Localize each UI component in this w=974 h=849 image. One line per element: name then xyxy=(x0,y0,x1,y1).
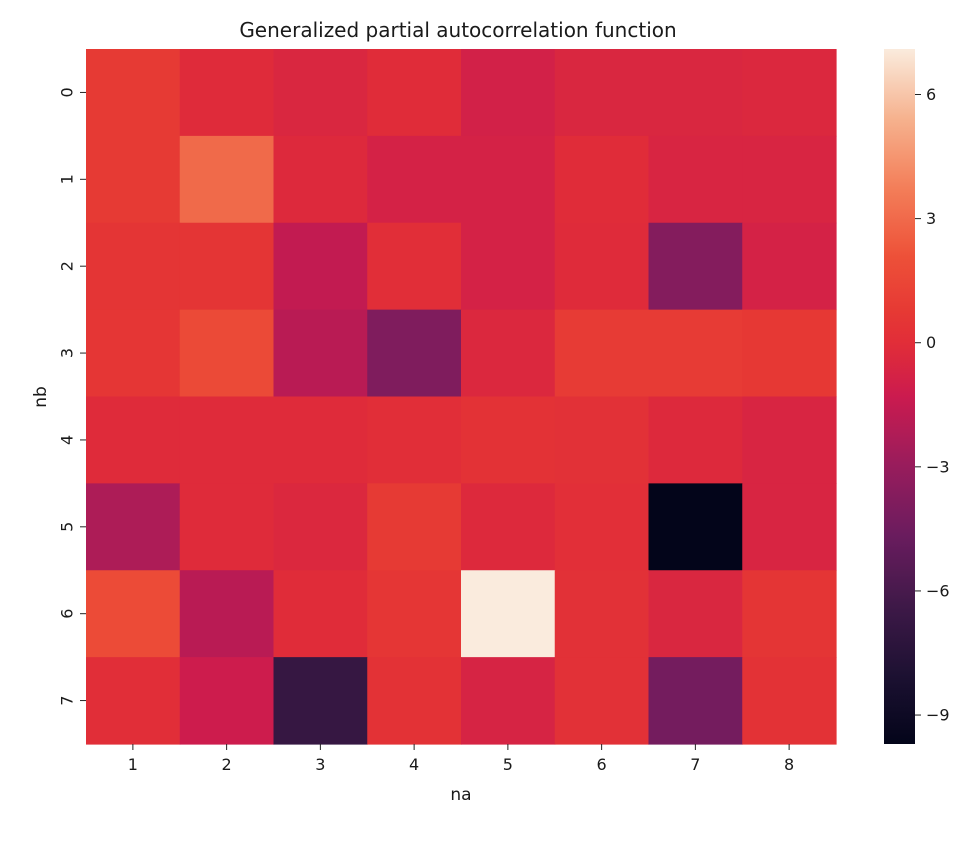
x-tick-label: 4 xyxy=(409,755,419,774)
heatmap-cell xyxy=(648,657,743,745)
colorbar-tick-label: 6 xyxy=(926,85,936,104)
heatmap-cell xyxy=(86,657,181,745)
heatmap-cell xyxy=(273,483,368,571)
heatmap-cell xyxy=(273,396,368,484)
colorbar-tick-label: −6 xyxy=(926,581,950,600)
heatmap-cell xyxy=(273,657,368,745)
heatmap-cell xyxy=(367,483,462,571)
y-axis-ticks: 0 1 2 3 4 5 6 7 xyxy=(58,87,86,706)
y-tick-label: 5 xyxy=(58,522,77,532)
x-tick-label: 8 xyxy=(784,755,794,774)
colorbar xyxy=(884,49,915,744)
heatmap-cell xyxy=(648,483,743,571)
heatmap-cell xyxy=(648,49,743,137)
y-tick-label: 6 xyxy=(58,609,77,619)
heatmap-cell xyxy=(554,570,650,658)
heatmap-cell xyxy=(367,657,462,745)
heatmap-cell xyxy=(179,483,275,571)
y-tick-label: 2 xyxy=(58,261,77,271)
heatmap-cell xyxy=(179,570,275,658)
colorbar-tick-label: −9 xyxy=(926,706,950,725)
heatmap-cell xyxy=(742,309,837,398)
y-tick-label: 1 xyxy=(58,174,77,184)
x-tick-label: 2 xyxy=(222,755,232,774)
heatmap-cell xyxy=(273,135,368,224)
heatmap-cell xyxy=(461,49,556,137)
y-tick-label: 3 xyxy=(58,348,77,358)
heatmap-cell xyxy=(179,222,275,311)
x-tick-label: 7 xyxy=(690,755,700,774)
heatmap-cell xyxy=(742,396,837,484)
heatmap-cell xyxy=(273,570,368,658)
heatmap-cell xyxy=(461,309,556,398)
heatmap-cell xyxy=(367,396,462,484)
colorbar-tick-label: 3 xyxy=(926,209,936,228)
x-tick-label: 3 xyxy=(315,755,325,774)
heatmap-cell xyxy=(367,570,462,658)
heatmap-cell xyxy=(86,396,181,484)
heatmap-cell xyxy=(648,396,743,484)
colorbar-ticks: 6 3 0 −3 −6 −9 xyxy=(915,85,950,725)
y-tick-label: 0 xyxy=(58,87,77,97)
heatmap-cell xyxy=(367,135,462,224)
heatmap-cell xyxy=(461,396,556,484)
x-tick-label: 1 xyxy=(128,755,138,774)
heatmap-cell xyxy=(86,309,181,398)
x-tick-label: 6 xyxy=(597,755,607,774)
x-axis-label: na xyxy=(450,785,471,805)
heatmap-cell xyxy=(461,483,556,571)
heatmap-cell xyxy=(461,570,556,658)
heatmap-cell xyxy=(742,222,837,311)
heatmap-cell xyxy=(179,396,275,484)
heatmap-cell xyxy=(367,49,462,137)
heatmap-cell xyxy=(461,657,556,745)
chart-title: Generalized partial autocorrelation func… xyxy=(239,18,676,42)
heatmap-cell xyxy=(648,309,743,398)
heatmap-cell xyxy=(179,49,275,137)
heatmap-cell xyxy=(179,657,275,745)
heatmap-cell xyxy=(179,309,275,398)
heatmap-cell xyxy=(86,570,181,658)
y-axis-label: nb xyxy=(31,386,51,408)
heatmap-cell xyxy=(554,396,650,484)
heatmap-cell xyxy=(742,49,837,137)
heatmap-cell xyxy=(86,222,181,311)
heatmap-cell xyxy=(461,222,556,311)
heatmap-cells xyxy=(86,49,837,745)
heatmap-cell xyxy=(554,222,650,311)
colorbar-tick-label: 0 xyxy=(926,333,936,352)
colorbar-tick-label: −3 xyxy=(926,457,950,476)
heatmap-cell xyxy=(554,309,650,398)
heatmap-cell xyxy=(742,483,837,571)
heatmap-cell xyxy=(273,309,368,398)
heatmap-cell xyxy=(273,49,368,137)
heatmap-cell xyxy=(86,135,181,224)
heatmap-cell xyxy=(86,483,181,571)
heatmap-cell xyxy=(648,135,743,224)
heatmap-cell xyxy=(367,222,462,311)
heatmap-cell xyxy=(461,135,556,224)
heatmap-cell xyxy=(367,309,462,398)
y-tick-label: 4 xyxy=(58,435,77,445)
heatmap-cell xyxy=(554,49,650,137)
y-tick-label: 7 xyxy=(58,695,77,705)
x-axis-ticks: 1 2 3 4 5 6 7 8 xyxy=(128,744,794,774)
heatmap-cell xyxy=(742,135,837,224)
heatmap-cell xyxy=(742,570,837,658)
heatmap-cell xyxy=(554,483,650,571)
heatmap-cell xyxy=(86,49,181,137)
heatmap-cell xyxy=(554,135,650,224)
heatmap-cell xyxy=(554,657,650,745)
heatmap-cell xyxy=(648,222,743,311)
heatmap-cell xyxy=(179,135,275,224)
x-tick-label: 5 xyxy=(503,755,513,774)
heatmap-cell xyxy=(273,222,368,311)
heatmap-cell xyxy=(648,570,743,658)
heatmap-cell xyxy=(742,657,837,745)
